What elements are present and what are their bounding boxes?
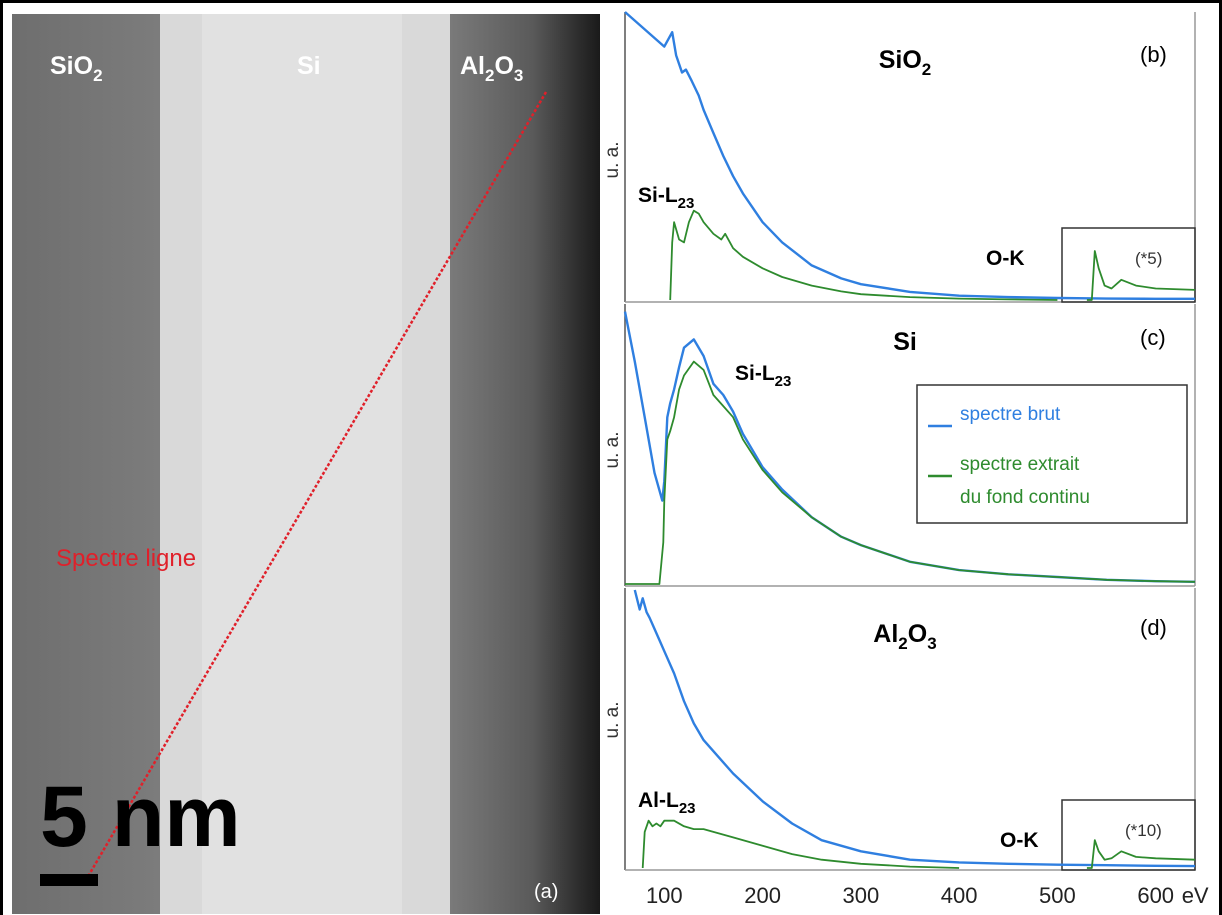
si-l23-annotation-c: Si-L23 <box>735 362 791 390</box>
series-extracted-inset-panel-d <box>1086 839 1196 869</box>
inset-scale-b: (*5) <box>1135 249 1162 268</box>
title-c: Si <box>893 328 917 356</box>
scalebar-label: 5 nm <box>40 769 241 865</box>
ylabel-b: u. a. <box>602 142 623 179</box>
scalebar <box>40 874 98 886</box>
title-b: SiO2 <box>879 46 932 79</box>
series-extracted-panel-d <box>641 819 960 869</box>
x-tick-label: 500 <box>1039 883 1076 908</box>
stem-image-panel: SiO2 Si Al2O3 Spectre ligne 5 nm (a) <box>12 14 600 914</box>
inset-scale-d: (*10) <box>1125 821 1162 840</box>
panel-d: u. a. Al2O3 (d) Al-L23 O-K (*10) <box>602 588 1196 871</box>
series-extracted-panel-c <box>625 360 1196 585</box>
legend-extracted-label-1: spectre extrait <box>960 454 1080 475</box>
panel-c: u. a. Si (c) Si-L23 spectre brut spectre… <box>602 304 1196 587</box>
ylabel-c: u. a. <box>602 432 623 469</box>
al2o3-region <box>450 14 600 914</box>
si-l23-annotation-b: Si-L23 <box>638 184 694 212</box>
title-d: Al2O3 <box>873 620 936 653</box>
x-tick-label: 200 <box>744 883 781 908</box>
spectra-curves <box>623 11 1196 869</box>
panel-d-label: (d) <box>1140 615 1167 640</box>
series-extracted-inset-panel-b <box>1086 250 1196 301</box>
sio2-region <box>12 14 160 914</box>
sio2-label: SiO2 <box>50 52 103 85</box>
inset-box-d <box>1061 799 1196 871</box>
si-region-shading <box>202 14 402 914</box>
legend-extracted-label-2: du fond continu <box>960 487 1090 508</box>
x-axis-unit: eV <box>1182 883 1209 908</box>
series-raw-panel-d <box>633 589 1196 868</box>
panel-b: u. a. SiO2 (b) Si-L23 O-K (*5) <box>602 12 1196 303</box>
al-l23-annotation-d: Al-L23 <box>638 789 696 817</box>
x-tick-label: 400 <box>941 883 978 908</box>
legend-raw-label: spectre brut <box>960 404 1061 425</box>
si-label: Si <box>297 52 321 80</box>
panel-c-label: (c) <box>1140 325 1166 350</box>
panel-a-label: (a) <box>534 881 558 903</box>
series-extracted-panel-b <box>669 209 1058 301</box>
spectre-ligne-label: Spectre ligne <box>56 545 196 572</box>
x-tick-label: 300 <box>843 883 880 908</box>
ok-annotation-b: O-K <box>986 247 1025 270</box>
eels-spectra-panels: u. a. SiO2 (b) Si-L23 O-K (*5) u. a. Si … <box>602 11 1209 908</box>
spectre-ligne-line <box>84 91 548 881</box>
x-tick-label: 600 <box>1137 883 1174 908</box>
legend: spectre brut spectre extrait du fond con… <box>916 384 1188 524</box>
series-raw-panel-b <box>624 11 1195 300</box>
ok-annotation-d: O-K <box>1000 829 1039 852</box>
panel-b-label: (b) <box>1140 42 1167 67</box>
x-axis: 100 200 300 400 500 600 eV <box>646 883 1209 908</box>
inset-box-b <box>1061 227 1196 303</box>
ylabel-d: u. a. <box>602 702 623 739</box>
al2o3-label: Al2O3 <box>460 52 523 85</box>
x-tick-label: 100 <box>646 883 683 908</box>
